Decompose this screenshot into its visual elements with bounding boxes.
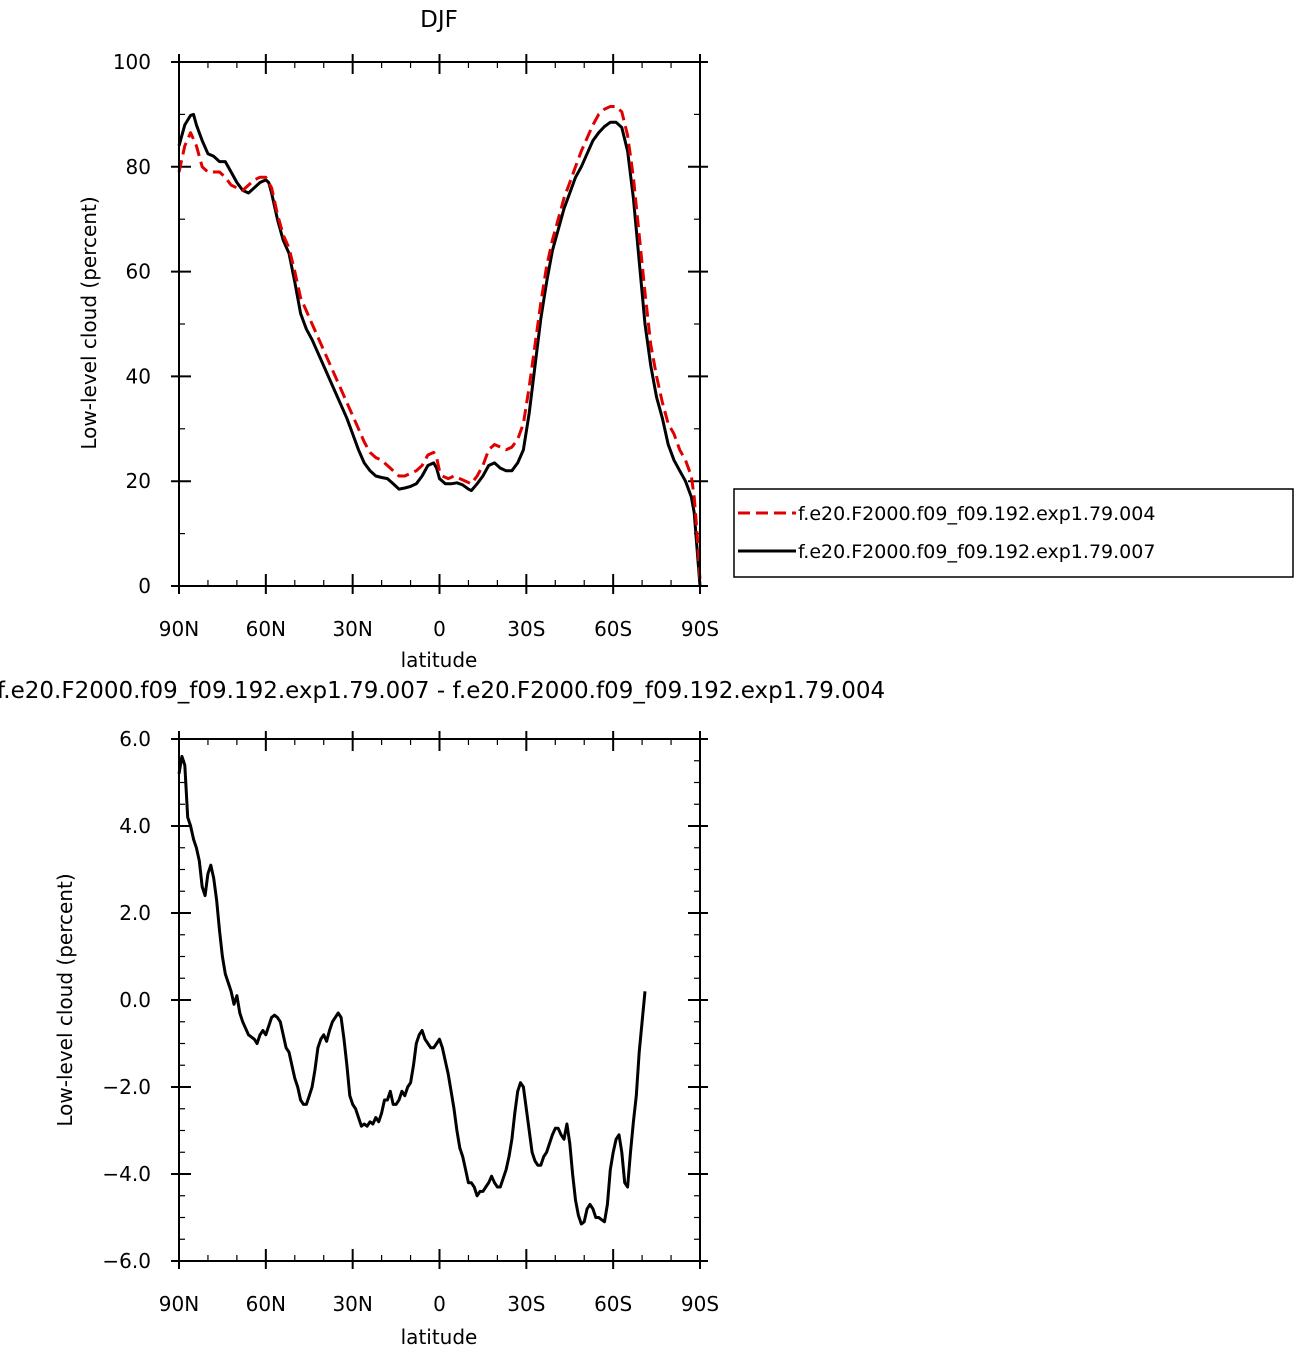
legend-box	[733, 488, 1294, 578]
top-series-line-0	[177, 105, 702, 581]
top-ytick-label: 0	[138, 574, 151, 598]
bottom-chart-title: f.e20.F2000.f09_f09.192.exp1.79.007 - f.…	[0, 678, 885, 704]
top-series-line-1	[177, 112, 702, 587]
top-chart-ticks: 0 20 40 60 80 100 90N 60N 30N 0 30S 60S 90S	[113, 50, 719, 641]
bottom-chart-series	[177, 754, 647, 1226]
bottom-chart-xlabel: latitude	[401, 1325, 478, 1349]
bottom-xtick-label: 30N	[332, 1292, 372, 1316]
bottom-chart-frame	[178, 738, 701, 1262]
top-xtick-label: 90S	[681, 617, 719, 641]
top-xtick-label: 90N	[159, 617, 199, 641]
bottom-series-line-0	[177, 754, 647, 1226]
bottom-ytick-label: 6.0	[119, 727, 151, 751]
top-ytick-label: 100	[113, 50, 151, 74]
bottom-chart: f.e20.F2000.f09_f09.192.exp1.79.007 - f.…	[0, 678, 885, 1349]
legend-entry-004: f.e20.F2000.f09_f09.192.exp1.79.004	[798, 503, 1155, 525]
bottom-ytick-label: −4.0	[102, 1162, 151, 1186]
bottom-ytick-label: 0.0	[119, 988, 151, 1012]
top-ytick-label: 20	[126, 469, 151, 493]
bottom-ytick-label: 4.0	[119, 814, 151, 838]
top-ytick-label: 40	[126, 364, 151, 388]
top-ytick-label: 60	[126, 260, 151, 284]
bottom-chart-ylabel: Low-level cloud (percent)	[53, 873, 77, 1126]
bottom-xtick-label: 60N	[246, 1292, 286, 1316]
top-chart-series	[177, 105, 702, 587]
bottom-xtick-label: 90N	[159, 1292, 199, 1316]
legend-entry-007: f.e20.F2000.f09_f09.192.exp1.79.007	[798, 541, 1155, 563]
bottom-xtick-label: 0	[433, 1292, 446, 1316]
top-chart: DJF Low-level cloud (percent) latitude 0…	[77, 7, 719, 672]
top-xtick-label: 60S	[594, 617, 632, 641]
top-chart-xlabel: latitude	[401, 648, 478, 672]
top-chart-frame	[178, 61, 701, 587]
bottom-ytick-label: −2.0	[102, 1075, 151, 1099]
bottom-ytick-label: −6.0	[102, 1249, 151, 1273]
top-chart-ylabel: Low-level cloud (percent)	[77, 196, 101, 449]
bottom-chart-ticks: −6.0 −4.0 −2.0 0.0 2.0 4.0 6.0 90N 60N 30N 0 30S 60S…	[102, 727, 719, 1316]
top-chart-title: DJF	[420, 7, 458, 33]
top-ytick-label: 80	[126, 155, 151, 179]
top-xtick-label: 30N	[332, 617, 372, 641]
top-xtick-label: 60N	[246, 617, 286, 641]
bottom-xtick-label: 60S	[594, 1292, 632, 1316]
legend: f.e20.F2000.f09_f09.192.exp1.79.004 f.e2…	[733, 488, 1294, 578]
top-xtick-label: 30S	[507, 617, 545, 641]
bottom-xtick-label: 30S	[507, 1292, 545, 1316]
top-xtick-label: 0	[433, 617, 446, 641]
bottom-ytick-label: 2.0	[119, 901, 151, 925]
bottom-xtick-label: 90S	[681, 1292, 719, 1316]
